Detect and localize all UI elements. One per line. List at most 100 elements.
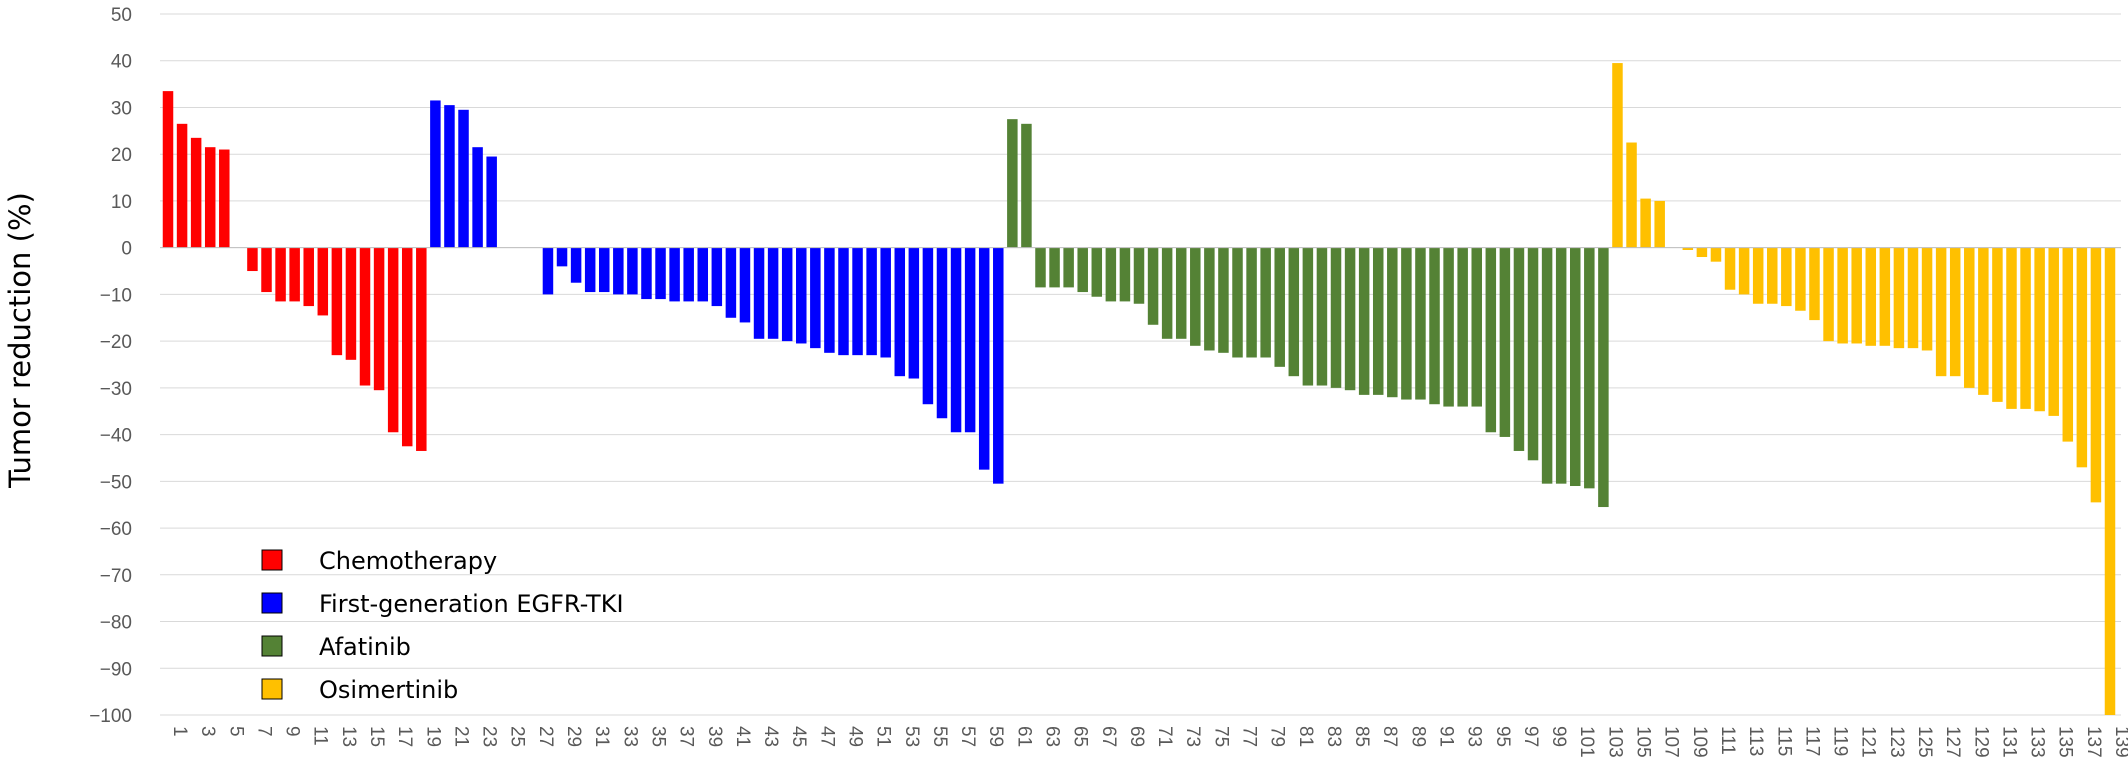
bar-chemotherapy — [204, 147, 216, 248]
x-tick-label: 1 — [169, 726, 190, 737]
bar-first-generation-egfr-tki — [838, 247, 849, 356]
bar-afatinib — [1077, 247, 1088, 293]
bar-afatinib — [1598, 247, 1609, 508]
bar-afatinib — [1513, 247, 1525, 451]
bar-first-generation-egfr-tki — [683, 247, 694, 302]
bar-first-generation-egfr-tki — [781, 247, 793, 342]
bar-osimertinib — [1612, 63, 1623, 248]
bar-osimertinib — [1752, 247, 1764, 304]
bar-osimertinib — [1935, 247, 1947, 377]
x-tick-label: 75 — [1210, 726, 1231, 747]
bar-osimertinib — [1823, 247, 1834, 342]
bar-chemotherapy — [416, 247, 427, 451]
bar-first-generation-egfr-tki — [598, 247, 610, 293]
x-tick-label: 19 — [422, 726, 443, 747]
bar-first-generation-egfr-tki — [641, 247, 652, 300]
bar-afatinib — [1302, 247, 1314, 386]
x-tick-label: 21 — [450, 726, 471, 747]
bar-afatinib — [1499, 247, 1511, 437]
bar-osimertinib — [2034, 247, 2045, 412]
x-tick-label: 89 — [1407, 726, 1428, 747]
bar-osimertinib — [1907, 247, 1919, 349]
bar-chemotherapy — [275, 247, 286, 302]
bar-first-generation-egfr-tki — [824, 247, 835, 353]
x-tick-label: 103 — [1604, 726, 1625, 758]
legend: Chemotherapy First-generation EGFR-TKI A… — [261, 547, 624, 704]
bar-afatinib — [1344, 247, 1356, 391]
bar-first-generation-egfr-tki — [697, 247, 709, 302]
bar-afatinib — [1415, 247, 1426, 400]
bar-osimertinib — [1724, 247, 1736, 290]
x-tick-label: 15 — [366, 726, 387, 747]
bar-osimertinib — [1865, 247, 1877, 346]
bar-osimertinib — [2076, 247, 2088, 468]
bar-osimertinib — [1992, 247, 2003, 402]
x-tick-label: 59 — [985, 726, 1006, 747]
bar-osimertinib — [1893, 247, 1905, 349]
legend-label-osimertinib: Osimertinib — [319, 676, 458, 704]
bar-chemotherapy — [331, 247, 343, 356]
bars — [162, 63, 2116, 715]
bar-first-generation-egfr-tki — [444, 105, 455, 248]
bar-first-generation-egfr-tki — [655, 247, 666, 300]
bar-osimertinib — [1781, 247, 1792, 307]
bar-first-generation-egfr-tki — [852, 247, 863, 356]
bar-chemotherapy — [303, 247, 314, 307]
x-tick-label: 137 — [2083, 726, 2104, 758]
bar-osimertinib — [1964, 247, 1975, 388]
bar-chemotherapy — [219, 149, 230, 248]
bar-chemotherapy — [247, 247, 258, 272]
x-tick-label: 87 — [1379, 726, 1400, 747]
bar-first-generation-egfr-tki — [767, 247, 779, 339]
bar-osimertinib — [1809, 247, 1820, 321]
x-tick-label: 97 — [1520, 726, 1541, 747]
bar-first-generation-egfr-tki — [556, 247, 568, 267]
bar-first-generation-egfr-tki — [810, 247, 821, 349]
bar-afatinib — [1387, 247, 1398, 398]
bar-afatinib — [1330, 247, 1342, 388]
bar-first-generation-egfr-tki — [542, 247, 554, 295]
legend-swatch-chemotherapy — [261, 549, 283, 571]
bar-afatinib — [1218, 247, 1229, 353]
bar-osimertinib — [1921, 247, 1933, 351]
bar-first-generation-egfr-tki — [866, 247, 877, 356]
x-tick-label: 119 — [1830, 726, 1851, 756]
x-tick-label: 3 — [197, 726, 218, 737]
bar-afatinib — [1443, 247, 1454, 407]
x-tick-label: 39 — [704, 726, 725, 747]
bar-first-generation-egfr-tki — [627, 247, 638, 295]
bar-afatinib — [1358, 247, 1370, 395]
bar-afatinib — [1133, 247, 1145, 304]
x-tick-label: 67 — [1098, 726, 1119, 747]
y-tick-label: 20 — [111, 145, 132, 166]
bar-first-generation-egfr-tki — [711, 247, 723, 307]
x-tick-label: 45 — [788, 726, 809, 747]
bar-osimertinib — [1767, 247, 1778, 304]
bar-first-generation-egfr-tki — [796, 247, 807, 344]
bar-afatinib — [1246, 247, 1257, 358]
bar-afatinib — [1035, 247, 1046, 288]
x-tick-label: 101 — [1576, 726, 1597, 758]
x-tick-label: 111 — [1717, 726, 1738, 755]
bar-afatinib — [1091, 247, 1103, 297]
x-tick-label: 61 — [1013, 726, 1034, 747]
y-tick-label: −60 — [100, 519, 132, 540]
x-tick-label: 129 — [1970, 726, 1991, 758]
bar-afatinib — [1527, 247, 1539, 461]
bar-osimertinib — [1837, 247, 1848, 344]
x-axis-ticks: 1 3 5 7 9 11 13 15 17 19 21 23 25 27 29 31 33 35 37 39 41 43 4… — [169, 726, 2128, 758]
bar-first-generation-egfr-tki — [613, 247, 624, 295]
x-tick-label: 11 — [310, 726, 331, 746]
bar-first-generation-egfr-tki — [739, 247, 751, 323]
bar-osimertinib — [1949, 247, 1961, 377]
x-tick-label: 65 — [1070, 726, 1091, 747]
x-tick-label: 13 — [338, 726, 359, 747]
legend-label-afatinib: Afatinib — [319, 633, 411, 661]
x-tick-label: 99 — [1548, 726, 1569, 747]
y-tick-label: −50 — [100, 472, 132, 493]
bar-afatinib — [1584, 247, 1595, 489]
bar-afatinib — [1260, 247, 1271, 358]
bar-afatinib — [1105, 247, 1117, 302]
x-tick-label: 93 — [1464, 726, 1485, 747]
bar-first-generation-egfr-tki — [908, 247, 920, 379]
